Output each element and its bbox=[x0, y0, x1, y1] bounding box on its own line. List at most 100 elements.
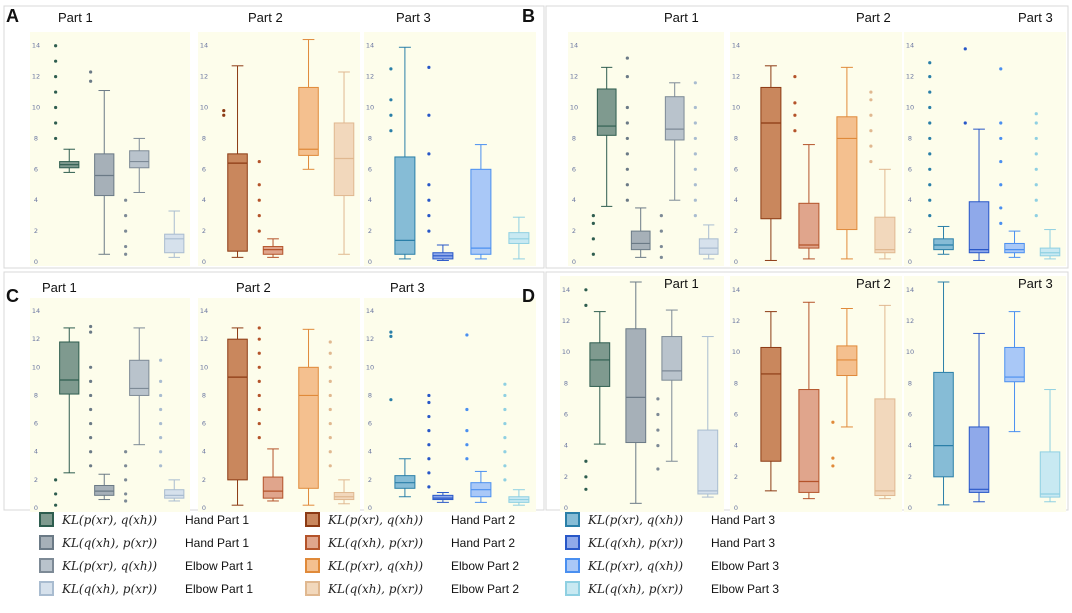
flier-point bbox=[328, 393, 332, 398]
box-iqr bbox=[1004, 242, 1025, 254]
box-iqr bbox=[760, 346, 782, 462]
y-tick-label: 14 bbox=[366, 307, 374, 315]
flier-point bbox=[257, 393, 261, 398]
box-series-5 bbox=[760, 311, 782, 492]
flier-point bbox=[257, 407, 261, 412]
flier-point bbox=[89, 450, 93, 454]
box-iqr bbox=[836, 345, 858, 377]
box-iqr bbox=[968, 201, 990, 254]
box-iqr bbox=[661, 336, 683, 381]
y-tick-label: 6 bbox=[368, 165, 372, 173]
y-tick-label: 4 bbox=[734, 442, 738, 450]
part-title: Part 1 bbox=[664, 10, 699, 25]
box-series-5 bbox=[227, 327, 248, 506]
part-group: Part 3 0 2 4 6 8 10 12 14 bbox=[364, 280, 536, 512]
box-iqr bbox=[968, 426, 990, 493]
panel-letter: A bbox=[6, 6, 19, 26]
box-series-1 bbox=[54, 44, 80, 173]
y-tick-label: 4 bbox=[34, 448, 38, 456]
y-tick-label: 14 bbox=[906, 42, 914, 50]
y-tick-label: 12 bbox=[32, 335, 40, 343]
legend-label: Elbow Part 2 bbox=[451, 559, 519, 573]
box-series-1 bbox=[591, 66, 617, 256]
flier-point bbox=[389, 398, 393, 402]
flier-point bbox=[54, 75, 58, 79]
flier-point bbox=[465, 429, 469, 433]
box-series-1 bbox=[54, 327, 80, 507]
y-tick-label: 10 bbox=[366, 363, 374, 371]
flier-point bbox=[693, 81, 697, 85]
legend-item: KL(q(xh), p(xr)) Elbow Part 1 bbox=[39, 581, 253, 596]
y-tick-label: 12 bbox=[562, 317, 570, 325]
y-tick-label: 14 bbox=[200, 42, 208, 50]
legend-item: KL(p(xr), q(xh)) Hand Part 3 bbox=[565, 512, 775, 527]
flier-point bbox=[124, 252, 128, 256]
flier-point bbox=[328, 340, 332, 344]
y-tick-label: 12 bbox=[200, 73, 208, 81]
y-tick-label: 2 bbox=[572, 227, 576, 235]
flier-point bbox=[693, 136, 697, 141]
box-iqr bbox=[798, 202, 820, 249]
y-tick-label: 6 bbox=[734, 410, 738, 418]
box-iqr bbox=[625, 328, 647, 444]
part-title: Part 2 bbox=[856, 276, 891, 291]
plot-background bbox=[364, 298, 536, 512]
y-tick-label: 6 bbox=[734, 165, 738, 173]
legend-swatch bbox=[305, 512, 320, 527]
legend-math: KL(q(xh), p(xr)) bbox=[61, 536, 157, 550]
flier-point bbox=[869, 98, 873, 102]
flier-point bbox=[465, 333, 469, 337]
part-group: Part 3 0 2 4 6 8 10 12 14 bbox=[364, 10, 536, 266]
box-series-11 bbox=[1004, 311, 1025, 433]
flier-point bbox=[1034, 167, 1038, 171]
flier-point bbox=[869, 144, 873, 148]
y-tick-label: 12 bbox=[906, 317, 914, 325]
flier-point bbox=[159, 464, 163, 468]
y-tick-label: 14 bbox=[906, 286, 914, 294]
part-group: Part 2 0 2 4 6 8 10 12 14 bbox=[730, 276, 902, 512]
y-tick-label: 0 bbox=[202, 504, 206, 512]
legend-swatch bbox=[39, 581, 54, 596]
flier-point bbox=[124, 464, 128, 468]
flier-point bbox=[89, 365, 93, 369]
y-tick-label: 12 bbox=[570, 73, 578, 81]
flier-point bbox=[928, 198, 932, 202]
y-tick-label: 6 bbox=[908, 410, 912, 418]
legend-swatch bbox=[565, 535, 580, 550]
y-tick-label: 4 bbox=[368, 196, 372, 204]
legend-item: KL(q(xh), p(xr)) Hand Part 1 bbox=[39, 535, 249, 550]
box-iqr bbox=[262, 246, 284, 255]
y-tick-label: 2 bbox=[34, 476, 38, 484]
flier-point bbox=[503, 464, 507, 468]
y-tick-label: 10 bbox=[906, 104, 914, 112]
legend-item: KL(p(xr), q(xh)) Elbow Part 3 bbox=[565, 558, 779, 573]
flier-point bbox=[389, 113, 393, 117]
flier-point bbox=[257, 229, 261, 233]
box-iqr bbox=[227, 153, 248, 252]
y-tick-label: 4 bbox=[34, 196, 38, 204]
flier-point bbox=[625, 167, 629, 171]
flier-point bbox=[999, 183, 1003, 187]
legend-label: Elbow Part 1 bbox=[185, 559, 253, 573]
y-tick-label: 8 bbox=[368, 391, 372, 399]
flier-point bbox=[124, 229, 128, 233]
flier-point bbox=[328, 351, 332, 355]
flier-point bbox=[389, 330, 393, 334]
box-series-3 bbox=[656, 309, 683, 471]
flier-point bbox=[503, 436, 507, 440]
y-tick-label: 2 bbox=[564, 473, 568, 481]
box-iqr bbox=[698, 238, 719, 255]
flier-point bbox=[831, 456, 835, 460]
flier-point bbox=[503, 478, 507, 482]
flier-point bbox=[427, 113, 431, 117]
legend-label: Elbow Part 2 bbox=[451, 582, 519, 596]
y-tick-label: 10 bbox=[200, 363, 208, 371]
box-iqr bbox=[760, 86, 782, 220]
y-tick-label: 0 bbox=[734, 504, 738, 512]
part-group: Part 2 0 2 4 6 8 10 12 14 bbox=[730, 10, 902, 266]
y-tick-label: 2 bbox=[368, 476, 372, 484]
flier-point bbox=[257, 198, 261, 202]
flier-point bbox=[124, 214, 128, 218]
